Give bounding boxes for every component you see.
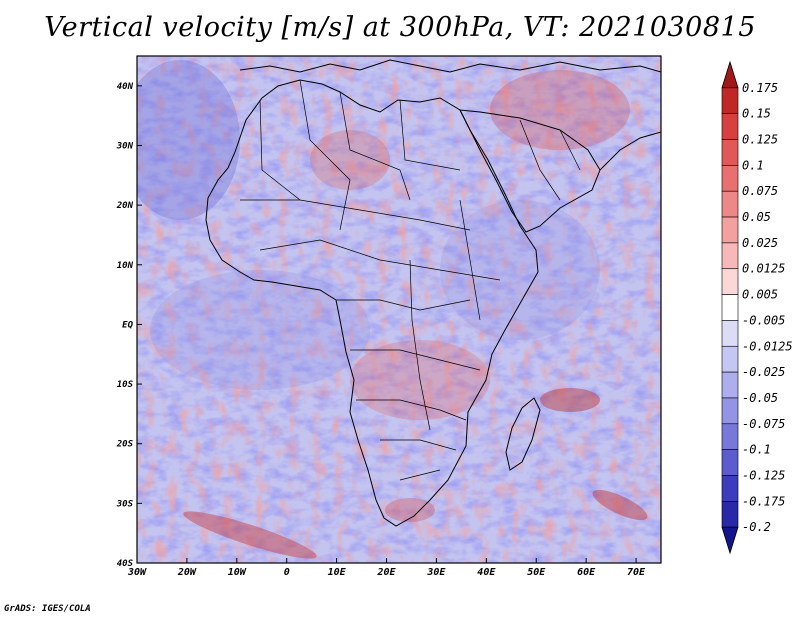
colorbar-label: 0.0125 — [742, 262, 785, 276]
colorbar-label: 0.15 — [742, 107, 771, 121]
colorbar-label: 0.125 — [742, 133, 778, 147]
x-tick-label: 50E — [527, 567, 546, 578]
colorbar-segment — [721, 320, 739, 347]
colorbar-segment — [721, 423, 739, 450]
colorbar-segment — [721, 216, 739, 244]
asia-coastline — [599, 131, 661, 171]
colorbar-label: 0.025 — [742, 236, 778, 250]
x-tick-label: 60E — [577, 567, 596, 578]
y-tick-label: 20S — [116, 440, 134, 450]
x-tick-label: 30W — [127, 567, 147, 578]
colorbar-segment — [721, 113, 739, 140]
africa-coastline — [205, 79, 539, 527]
coastlines — [205, 59, 661, 527]
plot-frame — [136, 55, 662, 564]
x-axis: 30W 20W 10W 0 10E 20E 30E 40E 50E 60E 70E — [127, 558, 646, 578]
colorbar-label: -0.075 — [742, 417, 785, 431]
colorbar-segment — [721, 268, 739, 295]
colorbar-segment — [721, 87, 739, 114]
colorbar-label: 0.1 — [742, 158, 764, 172]
colorbar: 0.175 0.15 0.125 0.1 0.075 0.05 0.025 0.0125 0.0… — [721, 60, 793, 555]
x-tick-label: 40E — [477, 567, 496, 578]
y-tick-label: 30N — [116, 141, 134, 151]
colorbar-label: -0.05 — [742, 391, 778, 405]
colorbar-label: -0.175 — [742, 494, 785, 508]
colorbar-segment — [721, 242, 739, 270]
colorbar-bottom-arrow — [721, 526, 739, 555]
x-tick-label: 70E — [627, 567, 646, 578]
colorbar-segment — [721, 371, 739, 399]
country-borders — [240, 79, 581, 481]
colorbar-segment — [721, 190, 739, 218]
colorbar-segment — [721, 345, 739, 373]
x-tick-label: 10E — [328, 567, 347, 578]
y-tick-label: 10N — [117, 261, 134, 271]
y-tick-label: 10S — [117, 380, 134, 390]
y-tick-label: 30S — [116, 499, 134, 509]
y-tick-label: 40N — [117, 82, 134, 92]
x-tick-label: 20E — [376, 567, 396, 578]
europe-coastline — [239, 59, 661, 73]
arabia-coastline — [459, 109, 601, 233]
colorbar-label: -0.1 — [742, 443, 771, 457]
x-tick-label: 0 — [284, 567, 290, 578]
colorbar-label: 0.175 — [742, 81, 778, 95]
colorbar-segment — [721, 165, 739, 192]
colorbar-label: 0.075 — [742, 184, 778, 198]
colorbar-segment — [721, 501, 739, 528]
y-axis: 40N 30N 20N 10N EQ 10S 20S 30S 40S — [116, 82, 142, 569]
y-tick-label: 40S — [117, 559, 134, 569]
colorbar-segment — [721, 397, 739, 425]
madagascar-coastline — [505, 397, 541, 471]
y-tick-label: 20N — [116, 201, 134, 211]
colorbar-segment — [721, 449, 739, 476]
colorbar-label: -0.125 — [742, 468, 785, 482]
colorbar-segment — [721, 294, 739, 321]
grads-credit: GrADS: IGES/COLA — [4, 604, 91, 614]
velocity-field — [137, 56, 661, 563]
colorbar-label: -0.2 — [742, 520, 771, 534]
x-tick-label: 10W — [228, 567, 247, 578]
x-tick-label: 20W — [177, 567, 197, 578]
colorbar-label: 0.05 — [742, 210, 771, 224]
colorbar-top-arrow — [721, 60, 739, 89]
colorbar-label: -0.005 — [742, 313, 785, 327]
y-tick-label: EQ — [122, 320, 133, 330]
x-tick-label: 30E — [426, 567, 446, 578]
colorbar-label: -0.0125 — [742, 339, 793, 353]
map-title: Vertical velocity [m/s] at 300hPa, VT: 2… — [44, 12, 756, 43]
colorbar-label: 0.005 — [742, 288, 778, 302]
colorbar-label: -0.025 — [742, 365, 785, 379]
colorbar-segment — [721, 139, 739, 166]
colorbar-segment — [721, 475, 739, 502]
